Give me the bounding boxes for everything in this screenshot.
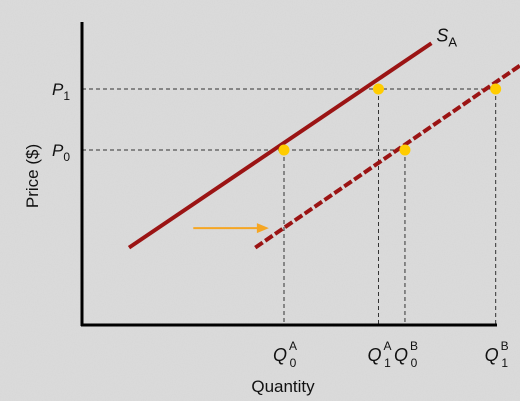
equilibrium-point xyxy=(399,144,411,156)
quantity-label-sub: 1 xyxy=(384,356,391,370)
quantity-label-q1a: Q A 1 xyxy=(367,339,391,370)
x-axis-label: Quantity xyxy=(251,377,315,396)
quantity-label-q0a: Q A 0 xyxy=(273,339,297,370)
equilibrium-point xyxy=(278,144,290,156)
quantity-label-main: Q xyxy=(394,345,408,365)
equilibrium-point xyxy=(373,83,384,95)
quantity-label-q1b: Q B 1 xyxy=(485,339,509,370)
quantity-label-main: Q xyxy=(273,345,287,365)
quantity-label-sup: B xyxy=(501,339,509,353)
shift-arrow-head xyxy=(256,223,269,234)
quantity-label-sup: A xyxy=(289,339,297,353)
quantity-label-sup: A xyxy=(383,339,391,353)
quantity-label-sub: 0 xyxy=(411,356,418,370)
quantity-label-q0b: Q B 0 xyxy=(394,339,418,370)
equilibrium-point xyxy=(490,83,502,95)
quantity-label-sup: B xyxy=(410,339,418,353)
supply-curve-a xyxy=(127,41,433,250)
quantity-label-sub: 0 xyxy=(290,356,297,370)
quantity-label-main: Q xyxy=(367,345,381,365)
quantity-label-main: Q xyxy=(485,345,499,365)
y-axis-label: Price ($) xyxy=(23,144,42,208)
quantity-label-sub: 1 xyxy=(501,356,508,370)
